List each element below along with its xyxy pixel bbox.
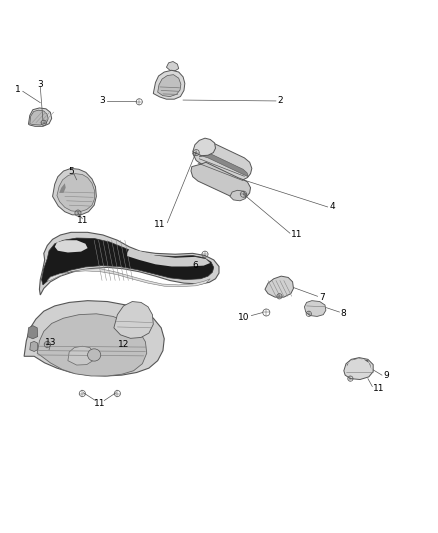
Polygon shape xyxy=(32,112,42,123)
Text: 3: 3 xyxy=(37,80,43,89)
Polygon shape xyxy=(304,301,326,317)
Polygon shape xyxy=(199,150,248,177)
Ellipse shape xyxy=(88,349,101,361)
Polygon shape xyxy=(230,190,246,201)
Text: 11: 11 xyxy=(77,216,88,225)
Polygon shape xyxy=(193,140,252,180)
Polygon shape xyxy=(24,301,164,376)
Polygon shape xyxy=(28,326,38,339)
Polygon shape xyxy=(35,112,46,123)
Text: 11: 11 xyxy=(154,220,166,229)
Polygon shape xyxy=(28,108,52,126)
Text: 13: 13 xyxy=(45,338,56,347)
Text: 11: 11 xyxy=(94,399,106,408)
Text: 1: 1 xyxy=(14,85,21,94)
Text: 2: 2 xyxy=(278,96,283,106)
Polygon shape xyxy=(153,70,185,99)
Polygon shape xyxy=(347,359,371,369)
Text: 10: 10 xyxy=(238,313,250,322)
Polygon shape xyxy=(30,110,48,125)
Polygon shape xyxy=(47,269,210,287)
Text: 3: 3 xyxy=(99,96,105,106)
Text: 12: 12 xyxy=(118,340,129,349)
Polygon shape xyxy=(42,238,214,285)
Polygon shape xyxy=(39,112,50,123)
Polygon shape xyxy=(68,346,94,365)
Polygon shape xyxy=(53,168,96,215)
Polygon shape xyxy=(57,174,95,212)
Polygon shape xyxy=(158,75,181,96)
Polygon shape xyxy=(55,240,88,253)
Polygon shape xyxy=(43,112,54,123)
Text: 8: 8 xyxy=(341,309,346,318)
Polygon shape xyxy=(193,138,215,156)
Text: 6: 6 xyxy=(192,261,198,270)
Polygon shape xyxy=(30,342,38,351)
Text: 9: 9 xyxy=(383,372,389,381)
Text: 5: 5 xyxy=(68,166,74,175)
Polygon shape xyxy=(166,61,179,71)
Polygon shape xyxy=(59,183,66,193)
Polygon shape xyxy=(344,358,373,379)
Polygon shape xyxy=(127,249,210,266)
Text: 4: 4 xyxy=(329,203,335,212)
Polygon shape xyxy=(265,276,293,297)
Polygon shape xyxy=(39,232,219,295)
Polygon shape xyxy=(37,314,147,376)
Text: 11: 11 xyxy=(373,384,385,393)
Polygon shape xyxy=(114,302,153,338)
Text: 11: 11 xyxy=(291,230,303,239)
Text: 7: 7 xyxy=(319,293,325,302)
Polygon shape xyxy=(191,162,251,199)
